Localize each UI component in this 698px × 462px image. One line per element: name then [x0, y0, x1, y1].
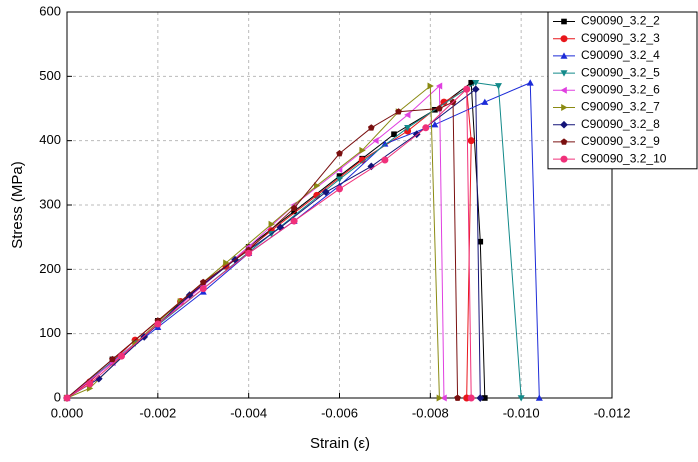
y-tick-label: 100 [39, 325, 61, 340]
data-point [367, 124, 375, 131]
y-axis-title: Stress (MPa) [9, 161, 26, 249]
plot-frame [66, 11, 613, 399]
data-point [412, 130, 421, 139]
data-point [477, 238, 484, 245]
legend-label: C90090_3.2_9 [581, 134, 660, 148]
legend-marker [560, 155, 568, 163]
data-point [404, 111, 411, 119]
data-point [467, 394, 475, 402]
data-point [336, 173, 343, 179]
legend-label: C90090_3.2_3 [581, 31, 660, 45]
x-axis-title: Strain (ε) [310, 435, 370, 452]
data-point [359, 146, 366, 154]
series-line [66, 88, 472, 399]
legend-label: C90090_3.2_6 [581, 82, 660, 96]
legend-marker [560, 138, 568, 145]
data-point [431, 121, 439, 128]
data-point [199, 278, 207, 286]
y-tick-label: 200 [39, 261, 61, 276]
data-point [468, 79, 475, 86]
data-point [336, 176, 343, 183]
data-point [185, 291, 194, 299]
data-point [381, 140, 389, 147]
y-tick-label: 400 [39, 132, 61, 147]
data-point [372, 137, 379, 145]
data-point [471, 85, 480, 94]
data-point [199, 285, 207, 293]
data-point [86, 380, 94, 388]
data-point [140, 333, 149, 341]
legend-marker [560, 52, 568, 59]
data-point [291, 208, 297, 215]
data-point [358, 156, 366, 164]
x-tick-label: -0.012 [594, 405, 631, 420]
data-point [472, 79, 480, 87]
data-point [336, 166, 343, 174]
y-tick-label: 0 [54, 389, 61, 404]
legend-marker [561, 18, 567, 25]
legend-label: C90090_3.2_4 [581, 48, 660, 62]
data-point [454, 394, 461, 401]
data-point [476, 394, 485, 402]
data-point [63, 394, 71, 402]
legend-label: C90090_3.2_8 [581, 117, 660, 131]
legend-marker [560, 70, 568, 77]
legend-label: C90090_3.2_5 [581, 65, 660, 79]
legend-marker [560, 86, 567, 94]
x-tick-label: 0.000 [51, 405, 84, 420]
x-tick-label: -0.004 [230, 405, 267, 420]
y-tick-label: 300 [39, 196, 61, 211]
data-point [313, 182, 321, 190]
legend-label: C90090_3.2_2 [581, 14, 660, 28]
data-point [223, 259, 230, 267]
data-point [435, 82, 443, 90]
series-line [66, 82, 540, 399]
data-point [118, 352, 125, 360]
data-point [290, 217, 298, 225]
data-point [404, 125, 412, 132]
x-tick-label: -0.010 [503, 405, 540, 420]
y-tick-label: 600 [39, 3, 61, 18]
data-point [422, 124, 430, 132]
data-point [268, 220, 275, 228]
data-point [395, 108, 402, 115]
data-point [367, 162, 376, 171]
data-point [336, 150, 343, 157]
data-point [94, 374, 103, 383]
data-point [391, 131, 397, 138]
x-tick-label: -0.008 [412, 405, 449, 420]
x-tick-label: -0.006 [321, 405, 358, 420]
legend-marker [560, 35, 568, 43]
legend-marker [560, 120, 568, 129]
data-point [436, 394, 443, 402]
data-point [322, 188, 330, 196]
data-point [517, 395, 525, 402]
legend: C90090_3.2_2 C90090_3.2_3 C90090_3.2_4 C900… [547, 11, 698, 170]
y-tick-label: 500 [39, 68, 61, 83]
data-point [526, 79, 534, 86]
data-point [154, 320, 162, 328]
legend-marker [561, 104, 568, 111]
data-point [535, 394, 543, 401]
data-point [381, 156, 389, 164]
data-point [482, 395, 488, 401]
data-point [427, 82, 434, 90]
data-point [290, 204, 298, 212]
legend-label: C90090_3.2_10 [581, 151, 667, 165]
data-point [313, 191, 321, 199]
data-point [463, 85, 471, 93]
data-point [245, 249, 253, 257]
data-point [336, 185, 343, 193]
data-point [436, 105, 443, 112]
data-point [481, 98, 489, 105]
data-point [109, 355, 116, 363]
data-point [440, 98, 448, 106]
legend-label: C90090_3.2_7 [581, 100, 660, 114]
x-tick-label: -0.002 [139, 405, 176, 420]
data-point [440, 394, 447, 402]
data-point [494, 83, 502, 90]
data-point [467, 137, 475, 145]
